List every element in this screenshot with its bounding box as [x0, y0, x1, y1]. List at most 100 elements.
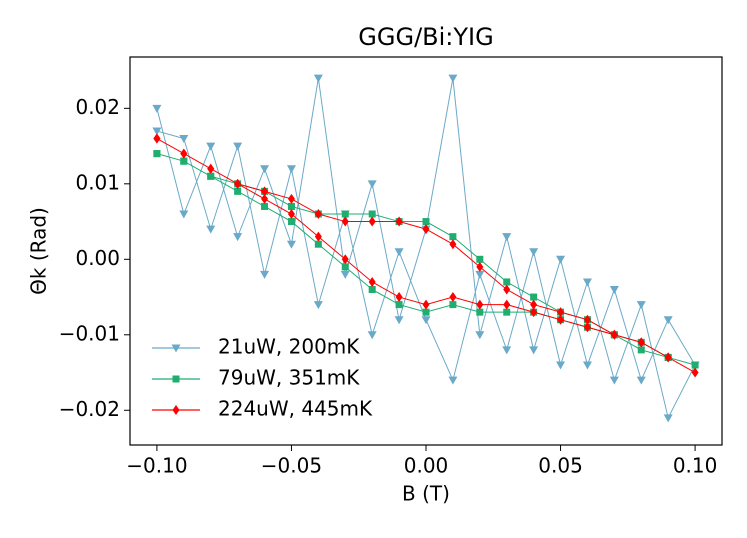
marker — [422, 299, 430, 310]
marker — [314, 240, 322, 248]
marker — [367, 180, 377, 189]
marker — [341, 216, 349, 227]
marker — [664, 352, 672, 363]
marker — [287, 209, 295, 220]
marker — [476, 261, 484, 272]
marker — [556, 361, 566, 370]
marker — [503, 278, 511, 286]
marker — [530, 293, 538, 301]
marker — [503, 308, 511, 316]
marker — [395, 301, 403, 309]
marker — [663, 414, 673, 423]
marker — [207, 163, 215, 174]
marker — [582, 361, 592, 370]
series — [153, 133, 699, 378]
marker — [448, 74, 458, 83]
marker — [609, 285, 619, 294]
marker — [260, 270, 270, 279]
marker — [287, 202, 295, 210]
marker — [153, 133, 161, 144]
marker — [556, 255, 566, 264]
marker — [636, 301, 646, 310]
marker — [475, 331, 485, 340]
marker — [179, 210, 189, 219]
x-tick-label: 0.05 — [538, 454, 583, 478]
marker — [476, 255, 484, 263]
marker — [367, 331, 377, 340]
y-tick-label: −0.02 — [59, 397, 120, 421]
marker — [691, 367, 699, 378]
marker — [286, 165, 296, 174]
marker — [395, 216, 403, 227]
marker — [287, 193, 295, 204]
marker — [691, 361, 699, 369]
x-axis-label: B (T) — [402, 482, 450, 506]
legend-label: 224uW, 445mK — [218, 397, 373, 421]
marker — [341, 263, 349, 271]
x-tick-label: −0.10 — [126, 454, 187, 478]
marker — [530, 299, 538, 310]
marker — [503, 284, 511, 295]
marker — [341, 254, 349, 265]
marker — [394, 248, 404, 257]
marker — [368, 276, 376, 287]
marker — [152, 104, 162, 113]
marker — [179, 135, 189, 144]
y-tick-label: 0.00 — [75, 246, 120, 270]
marker — [180, 157, 188, 165]
marker — [286, 240, 296, 249]
y-axis-label: Θk (Rad) — [27, 207, 51, 295]
marker — [530, 307, 538, 318]
marker — [368, 216, 376, 227]
legend-label: 21uW, 200mK — [218, 335, 360, 359]
marker — [340, 270, 350, 279]
marker — [314, 231, 322, 242]
x-tick-label: 0.10 — [673, 454, 718, 478]
x-tick-label: −0.05 — [261, 454, 322, 478]
marker — [449, 233, 457, 241]
marker — [529, 248, 539, 257]
x-tick-label: 0.00 — [404, 454, 449, 478]
marker — [152, 127, 162, 136]
marker — [583, 314, 591, 325]
marker — [261, 193, 269, 204]
marker — [234, 187, 242, 195]
marker — [449, 301, 457, 309]
marker — [582, 278, 592, 287]
marker — [172, 375, 180, 383]
marker — [503, 299, 511, 310]
y-tick-label: 0.01 — [75, 170, 120, 194]
marker — [502, 233, 512, 242]
chart-title: GGG/Bi:YIG — [358, 23, 493, 51]
marker — [180, 148, 188, 159]
marker — [287, 218, 295, 226]
legend-label: 79uW, 351mK — [218, 366, 360, 390]
marker — [502, 346, 512, 355]
marker — [261, 202, 269, 210]
marker — [233, 142, 243, 151]
marker — [609, 376, 619, 385]
marker — [636, 376, 646, 385]
marker — [529, 346, 539, 355]
y-tick-label: −0.01 — [59, 321, 120, 345]
marker — [368, 285, 376, 293]
marker — [610, 329, 618, 340]
marker — [449, 292, 457, 303]
marker — [394, 316, 404, 325]
marker — [557, 307, 565, 318]
marker — [234, 178, 242, 189]
marker — [422, 218, 430, 226]
marker — [206, 225, 216, 234]
marker — [557, 314, 565, 325]
plot-area — [152, 74, 700, 423]
marker — [260, 165, 270, 174]
marker — [448, 376, 458, 385]
marker — [261, 186, 269, 197]
marker — [368, 210, 376, 218]
marker — [206, 142, 216, 151]
marker — [341, 210, 349, 218]
marker — [637, 346, 645, 354]
y-tick-label: 0.02 — [75, 95, 120, 119]
marker — [207, 172, 215, 180]
marker — [476, 308, 484, 316]
